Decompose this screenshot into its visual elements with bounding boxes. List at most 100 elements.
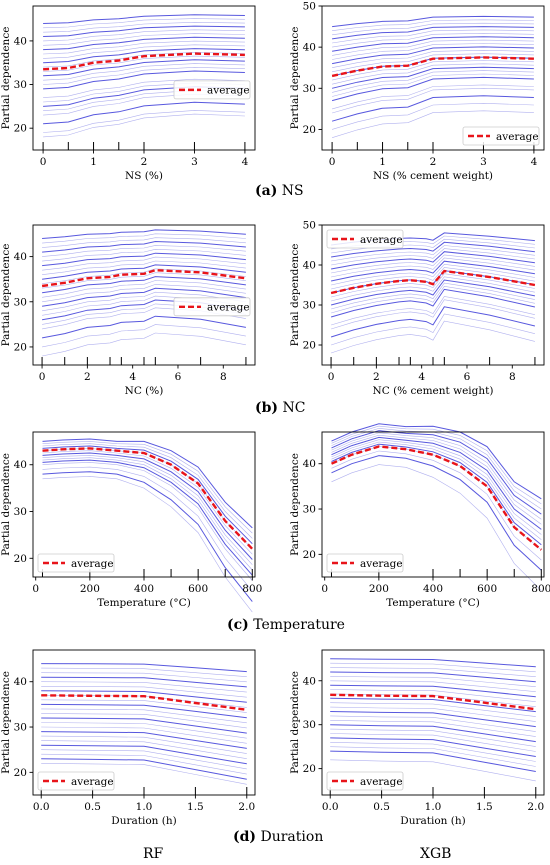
legend-box [37,553,115,573]
y-tick-label: 40 [14,459,27,471]
ice-curve [330,702,536,717]
x-tick-label: 4 [418,371,425,383]
ice-curve [332,70,534,93]
ice-curve [41,740,247,759]
y-axis-label: Partial dependence [289,453,301,556]
y-axis-label: Partial dependence [0,671,12,774]
ice-curve [41,763,247,785]
ice-curve [330,737,536,757]
ice-curve [330,671,536,683]
ice-curve [332,60,534,81]
y-tick-label: 30 [303,504,316,516]
ice-curve [331,276,535,302]
ice-curve [43,40,245,55]
y-tick-label: 30 [303,719,316,731]
ice-curve [330,759,536,782]
x-tick-label: 1.5 [187,801,204,813]
average-line [331,56,534,78]
ice-curve [42,455,253,565]
x-tick-label: 0.0 [322,801,339,813]
legend-label: average [360,776,403,788]
y-tick-label: 20 [14,767,27,779]
ice-curve [332,26,534,40]
x-tick-label: 400 [134,583,154,595]
chart-panel-1: 0 1 2 3 4 20 30 40 NS (%) Partial dependence avera… [0,5,256,182]
x-tick-label: 2 [373,371,380,383]
ice-curve [42,291,246,312]
ice-curve [41,713,247,729]
chart-panel-6: 0 200 400 600 800 20 30 40 Temperature (°C) Parti… [289,423,550,609]
ice-curve [331,254,535,274]
ice-curve [41,676,247,688]
legend-box [462,126,540,146]
x-tick-label: 1.0 [425,801,442,813]
model-label-left: RF [143,846,164,862]
x-tick-label: 0 [32,583,39,595]
ice-curve [42,452,253,560]
ice-curve [42,438,253,529]
ice-curve [330,724,536,743]
ice-curve [331,464,542,591]
y-axis-label: Partial dependence [0,453,12,556]
x-tick-label: 3 [480,156,487,168]
ice-curve [331,436,542,530]
ice-curve [43,18,245,29]
ice-curve [331,428,542,510]
ice-curve [331,95,534,122]
ice-curve [330,279,535,306]
ice-curve [43,21,245,33]
y-tick-label: 40 [303,675,316,687]
x-tick-label: 0.5 [84,801,101,813]
ice-curve [43,101,245,125]
ice-curve [42,466,253,592]
y-tick-label: 30 [14,79,27,91]
ice-curve [42,256,246,271]
x-tick-label: 6 [175,371,182,383]
chart-panel-5: 0 200 400 600 800 20 30 40 Temperature (°C) Parti… [0,431,262,613]
ice-curve [330,684,536,698]
ice-curve [331,273,535,298]
ice-curve [42,332,246,357]
ice-curve [330,720,536,737]
ice-curve [331,299,535,330]
x-tick-label: 8 [509,371,516,383]
ice-curve [42,457,253,571]
y-tick-label: 50 [303,220,316,232]
ice-curve [41,663,247,673]
y-tick-label: 20 [303,124,316,136]
x-tick-label: 600 [477,583,497,595]
legend: average [326,771,404,791]
ice-curve [331,423,542,500]
x-tick-label: 1 [379,156,386,168]
ice-curve [41,735,247,754]
legend: average [326,553,404,573]
ice-curve [332,84,534,110]
ice-curve [43,70,245,90]
ice-curve [331,450,542,561]
x-tick-label: 6 [464,371,471,383]
legend-box [326,229,404,249]
y-tick-label: 30 [14,722,27,734]
y-tick-label: 20 [14,553,27,565]
plot-frame [321,224,545,366]
ice-curve [42,462,253,581]
ice-curve [330,742,536,762]
ice-curve [330,658,536,668]
y-axis-label: Partial dependence [0,244,12,347]
x-tick-label: 400 [423,583,443,595]
x-tick-label: 3 [191,156,198,168]
ice-curve [43,44,245,59]
ice-curve [41,699,247,713]
x-axis-label: Duration (h) [111,815,176,827]
ice-curve [41,672,247,683]
x-tick-label: 8 [220,371,227,383]
ice-curve [42,445,253,545]
ice-curve [42,252,246,267]
y-tick-label: 20 [303,340,316,352]
ice-curve [42,268,246,284]
average-line [331,445,543,551]
ice-curve [42,260,246,275]
ice-curve [331,285,535,314]
y-axis-label: Partial dependence [289,27,301,130]
ice-curve [330,662,536,673]
